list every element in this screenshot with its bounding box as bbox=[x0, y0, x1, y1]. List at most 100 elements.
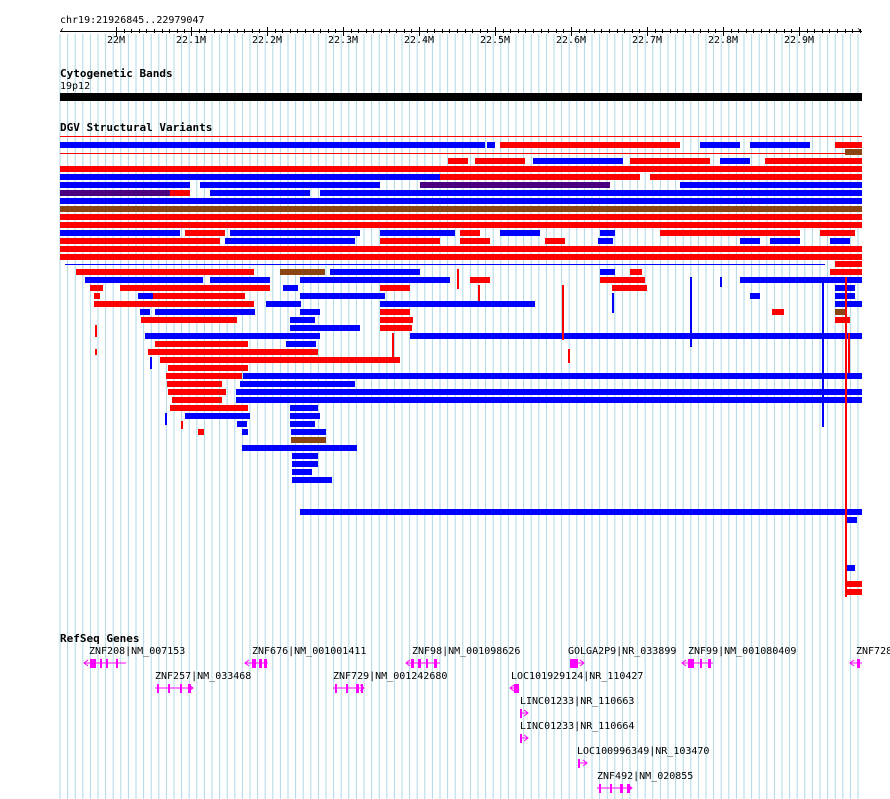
gene-model[interactable] bbox=[244, 659, 268, 668]
dgv-variant[interactable] bbox=[545, 238, 565, 244]
dgv-variant[interactable] bbox=[845, 589, 862, 595]
dgv-variant-marker[interactable] bbox=[181, 421, 183, 429]
dgv-variant[interactable] bbox=[820, 230, 855, 236]
gene-label-znf728[interactable]: ZNF728 bbox=[856, 646, 890, 657]
dgv-variant-marker[interactable] bbox=[95, 325, 97, 337]
dgv-variant[interactable] bbox=[266, 301, 301, 307]
dgv-variant[interactable] bbox=[290, 413, 320, 419]
dgv-variant[interactable] bbox=[60, 222, 862, 228]
dgv-variant[interactable] bbox=[533, 158, 623, 164]
dgv-variant[interactable] bbox=[185, 230, 225, 236]
dgv-variant[interactable] bbox=[300, 509, 862, 515]
dgv-variant[interactable] bbox=[168, 365, 248, 371]
dgv-variant[interactable] bbox=[750, 142, 810, 148]
dgv-variant[interactable] bbox=[60, 166, 862, 172]
dgv-variant[interactable] bbox=[170, 190, 190, 196]
dgv-variant[interactable] bbox=[830, 238, 850, 244]
dgv-variant[interactable] bbox=[380, 325, 412, 331]
dgv-variant[interactable] bbox=[60, 174, 440, 180]
gene-model[interactable] bbox=[520, 709, 529, 718]
dgv-variant[interactable] bbox=[600, 269, 615, 275]
dgv-variant[interactable] bbox=[230, 230, 360, 236]
gene-label-znf257[interactable]: ZNF257|NM_033468 bbox=[155, 671, 252, 682]
dgv-variant[interactable] bbox=[460, 238, 490, 244]
dgv-variant[interactable] bbox=[290, 405, 318, 411]
dgv-variant[interactable] bbox=[630, 158, 710, 164]
dgv-variant[interactable] bbox=[500, 142, 680, 148]
gene-model[interactable] bbox=[83, 659, 126, 668]
dgv-variant[interactable] bbox=[750, 293, 760, 299]
dgv-variant[interactable] bbox=[740, 238, 760, 244]
dgv-variant[interactable] bbox=[292, 453, 318, 459]
dgv-variant[interactable] bbox=[440, 174, 640, 180]
dgv-variant[interactable] bbox=[740, 277, 862, 283]
dgv-variant[interactable] bbox=[155, 309, 255, 315]
dgv-variant[interactable] bbox=[292, 477, 332, 483]
dgv-variant[interactable] bbox=[242, 429, 248, 435]
dgv-variant[interactable] bbox=[155, 341, 248, 347]
dgv-variant-marker[interactable] bbox=[845, 277, 847, 597]
dgv-variant-marker[interactable] bbox=[95, 349, 97, 355]
dgv-variant[interactable] bbox=[660, 230, 800, 236]
dgv-variant[interactable] bbox=[380, 301, 535, 307]
dgv-variant[interactable] bbox=[141, 317, 237, 323]
dgv-variant[interactable] bbox=[200, 182, 380, 188]
dgv-variant[interactable] bbox=[210, 190, 310, 196]
dgv-variant[interactable] bbox=[286, 341, 316, 347]
refseq-track-title[interactable]: RefSeq Genes bbox=[60, 632, 140, 645]
dgv-variant[interactable] bbox=[835, 301, 862, 307]
dgv-variant[interactable] bbox=[185, 413, 250, 419]
dgv-variant[interactable] bbox=[410, 333, 862, 339]
dgv-variant[interactable] bbox=[448, 158, 468, 164]
gene-label-znf676[interactable]: ZNF676|NM_001001411 bbox=[252, 646, 367, 657]
dgv-variant[interactable] bbox=[300, 309, 320, 315]
dgv-variant[interactable] bbox=[60, 230, 180, 236]
gene-label-znf99[interactable]: ZNF99|NM_001080409 bbox=[688, 646, 797, 657]
dgv-variant[interactable] bbox=[835, 261, 862, 267]
cytoband-bar-19p12[interactable] bbox=[60, 93, 862, 101]
dgv-variant[interactable] bbox=[772, 309, 784, 315]
dgv-variant[interactable] bbox=[500, 230, 540, 236]
dgv-variant[interactable] bbox=[60, 254, 862, 260]
gene-model[interactable] bbox=[520, 734, 529, 743]
dgv-track-title[interactable]: DGV Structural Variants bbox=[60, 121, 213, 134]
dgv-variant[interactable] bbox=[487, 142, 495, 148]
dgv-variant-link[interactable] bbox=[60, 153, 850, 154]
gene-label-znf729[interactable]: ZNF729|NM_001242680 bbox=[333, 671, 448, 682]
gene-model[interactable] bbox=[333, 684, 365, 693]
dgv-variant[interactable] bbox=[60, 190, 170, 196]
dgv-variant-marker[interactable] bbox=[562, 285, 564, 340]
dgv-variant[interactable] bbox=[830, 269, 862, 275]
dgv-variant[interactable] bbox=[60, 182, 190, 188]
dgv-variant[interactable] bbox=[600, 230, 615, 236]
dgv-variant[interactable] bbox=[460, 230, 480, 236]
dgv-variant[interactable] bbox=[168, 389, 226, 395]
dgv-variant[interactable] bbox=[240, 381, 355, 387]
dgv-variant[interactable] bbox=[320, 190, 862, 196]
dgv-variant[interactable] bbox=[243, 373, 862, 379]
gene-model[interactable] bbox=[405, 659, 440, 668]
dgv-variant[interactable] bbox=[300, 293, 385, 299]
dgv-variant[interactable] bbox=[845, 517, 857, 523]
dgv-variant[interactable] bbox=[60, 246, 862, 252]
dgv-variant[interactable] bbox=[60, 142, 485, 148]
dgv-variant[interactable] bbox=[380, 317, 413, 323]
dgv-variant[interactable] bbox=[292, 461, 318, 467]
dgv-variant[interactable] bbox=[60, 198, 862, 204]
gene-model[interactable] bbox=[509, 684, 519, 693]
dgv-variant-marker[interactable] bbox=[612, 293, 614, 313]
dgv-variant[interactable] bbox=[330, 269, 420, 275]
dgv-variant[interactable] bbox=[280, 269, 325, 275]
dgv-variant[interactable] bbox=[138, 293, 153, 299]
dgv-variant[interactable] bbox=[210, 277, 270, 283]
dgv-variant-marker[interactable] bbox=[822, 277, 824, 427]
dgv-variant[interactable] bbox=[236, 389, 862, 395]
dgv-variant[interactable] bbox=[94, 293, 100, 299]
dgv-variant[interactable] bbox=[680, 182, 862, 188]
dgv-variant[interactable] bbox=[292, 469, 312, 475]
dgv-variant[interactable] bbox=[600, 277, 645, 283]
dgv-variant[interactable] bbox=[283, 285, 298, 291]
dgv-variant[interactable] bbox=[242, 445, 357, 451]
dgv-variant[interactable] bbox=[170, 405, 248, 411]
dgv-variant-marker[interactable] bbox=[568, 349, 570, 363]
